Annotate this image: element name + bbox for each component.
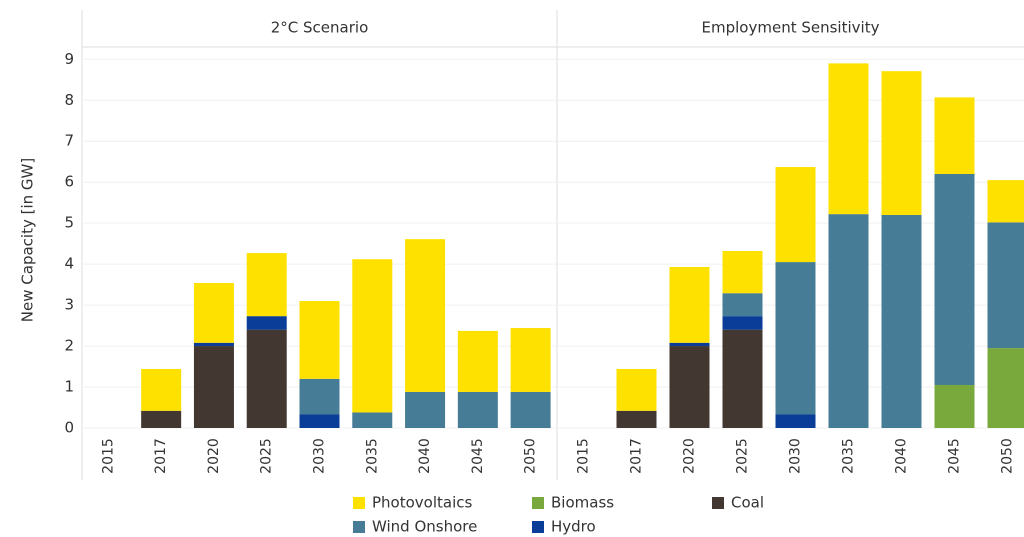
bar-segment	[722, 329, 763, 428]
bar-segment	[457, 330, 498, 392]
bar-segment	[616, 410, 657, 428]
bar-segment	[669, 266, 710, 343]
y-tick-label: 4	[64, 255, 74, 273]
bar-segment	[775, 262, 816, 415]
bar-segment	[722, 293, 763, 317]
x-tick-label: 2045	[470, 438, 486, 474]
x-tick-label: 2025	[735, 438, 751, 474]
y-tick-label: 7	[64, 132, 74, 150]
x-tick-label: 2020	[206, 438, 222, 474]
bar-segment	[934, 384, 975, 428]
bar-segment	[669, 342, 710, 347]
bar-segment	[299, 378, 340, 415]
bar-segment	[141, 410, 182, 428]
bar-segment	[934, 97, 975, 174]
panel-title: Employment Sensitivity	[702, 19, 880, 37]
legend-swatch	[532, 497, 544, 509]
bar-segment	[193, 346, 234, 428]
bar-segment	[775, 414, 816, 428]
bar-segment	[775, 167, 816, 263]
x-tick-label: 2050	[1000, 438, 1016, 474]
bar-segment	[246, 253, 287, 317]
bar-segment	[193, 342, 234, 347]
bar-segment	[299, 301, 340, 379]
x-tick-label: 2050	[523, 438, 539, 474]
bar-segment	[987, 180, 1024, 223]
x-tick-label: 2035	[841, 438, 857, 474]
bar-segment	[193, 282, 234, 343]
y-tick-label: 5	[64, 214, 74, 232]
y-tick-label: 0	[64, 419, 74, 437]
panel-title: 2°C Scenario	[271, 19, 369, 37]
bar-segment	[405, 391, 446, 428]
legend-swatch	[532, 521, 544, 533]
bar-segment	[352, 412, 393, 428]
bar-segment	[669, 346, 710, 428]
bar-segment	[352, 259, 393, 413]
legend-label: Wind Onshore	[372, 518, 477, 536]
bar-segment	[881, 71, 922, 215]
bar-segment	[510, 328, 551, 392]
bar-segment	[987, 222, 1024, 349]
legend-label: Biomass	[551, 494, 614, 512]
x-tick-label: 2017	[153, 438, 169, 474]
x-tick-label: 2030	[788, 438, 804, 474]
x-tick-label: 2040	[894, 438, 910, 474]
x-tick-label: 2035	[364, 438, 380, 474]
x-tick-label: 2017	[629, 438, 645, 474]
y-tick-label: 8	[64, 91, 74, 109]
legend-swatch	[353, 497, 365, 509]
bar-segment	[246, 316, 287, 330]
x-tick-label: 2045	[947, 438, 963, 474]
x-tick-label: 2030	[312, 438, 328, 474]
bar-segment	[457, 391, 498, 428]
legend-label: Hydro	[551, 518, 596, 536]
legend-swatch	[712, 497, 724, 509]
bar-segment	[246, 329, 287, 428]
legend-swatch	[353, 521, 365, 533]
bar-segment	[405, 239, 446, 392]
y-tick-label: 3	[64, 296, 74, 314]
y-tick-label: 9	[64, 50, 74, 68]
x-tick-label: 2020	[682, 438, 698, 474]
bar-segment	[510, 391, 551, 428]
legend-label: Photovoltaics	[372, 494, 472, 512]
y-axis-label: New Capacity [in GW]	[19, 158, 37, 322]
bar-segment	[987, 348, 1024, 428]
bar-segment	[881, 214, 922, 428]
bar-segment	[828, 63, 869, 215]
y-tick-label: 1	[64, 378, 74, 396]
bar-segment	[828, 214, 869, 428]
legend-label: Coal	[731, 494, 764, 512]
x-tick-label: 2015	[576, 438, 592, 474]
x-tick-label: 2040	[417, 438, 433, 474]
bar-segment	[722, 316, 763, 330]
bar-segment	[934, 174, 975, 385]
bar-segment	[722, 251, 763, 294]
y-tick-label: 6	[64, 173, 74, 191]
x-tick-label: 2015	[100, 438, 116, 474]
bar-segment	[299, 414, 340, 428]
bar-segment	[141, 369, 182, 411]
y-tick-label: 2	[64, 337, 74, 355]
x-tick-label: 2025	[259, 438, 275, 474]
bar-segment	[616, 369, 657, 411]
